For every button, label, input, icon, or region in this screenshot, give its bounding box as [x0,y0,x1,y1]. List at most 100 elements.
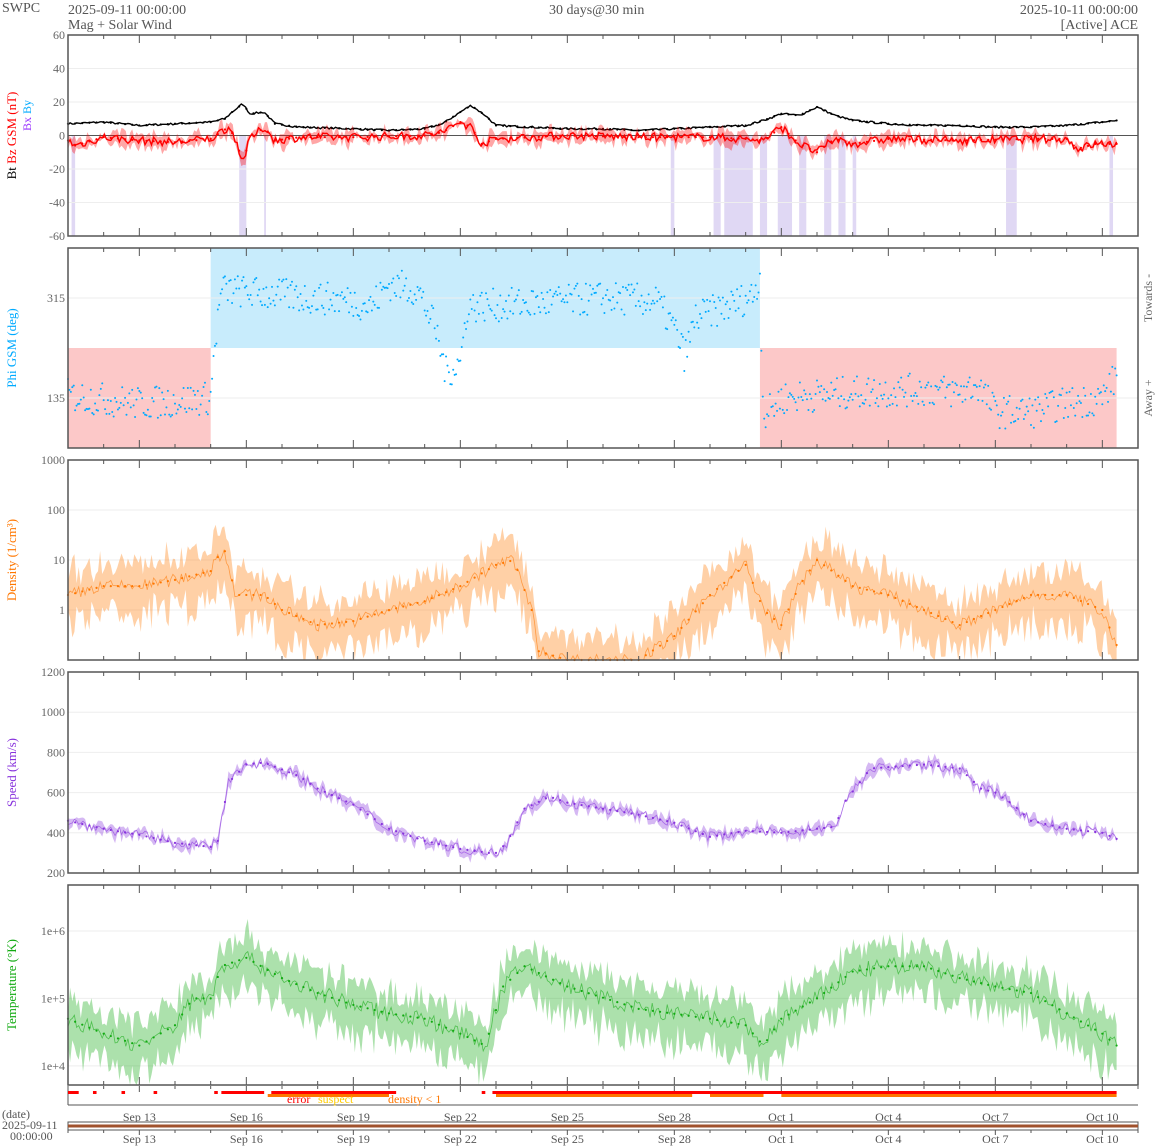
phi-point [920,386,923,389]
x-tick-label: Sep 25 [551,1110,584,1124]
temperature-point [773,1028,776,1031]
bt-point [395,129,398,132]
phi-point [566,301,569,304]
bt-point [937,124,940,127]
phi-point [212,355,215,358]
phi-point [219,292,222,295]
phi-point [717,296,720,299]
phi-point [139,391,142,394]
phi-point [342,297,345,300]
speed-point [609,808,612,811]
bt-point [288,124,291,127]
phi-point [646,302,649,305]
speed-point [266,762,269,765]
phi-point [546,291,549,294]
bz-gsm-point [872,139,876,142]
density-point [944,617,947,621]
phi-point [166,389,169,392]
phi-point [84,409,87,412]
bz-gsm-point [437,131,441,134]
temperature-point [209,997,212,1000]
source-spacecraft[interactable]: [Active] ACE [1060,18,1138,33]
speed-point [230,777,234,781]
phi-point [751,300,754,303]
temperature-point [230,961,234,964]
phi-point [710,324,713,327]
density-point [195,573,198,576]
phi-point [918,380,921,383]
phi-point [475,320,478,323]
bz-gsm-point [837,138,840,141]
density-point [516,568,519,572]
bz-gsm-point [887,137,890,140]
density-point [74,592,77,595]
phi-point [470,308,473,311]
phi-point [193,393,196,396]
phi-point [1055,420,1058,423]
phi-point [823,388,826,391]
speed-point [95,826,98,829]
speed-point [823,826,826,830]
density-point [123,585,127,588]
phi-point [681,335,684,338]
bz-gsm-point [195,139,198,142]
bt-point [644,129,647,132]
phi-point [251,303,254,306]
phi-point [931,401,934,404]
temperature-point [1044,1000,1047,1003]
bt-point [930,124,933,127]
phi-point [1071,387,1074,390]
phi-point [997,413,1000,416]
phi-point [489,307,492,310]
phi-point [801,399,804,402]
speed-point [1015,806,1018,809]
time-span-selector[interactable]: 30 days@30 min [549,3,645,18]
timeline-scrollbar[interactable] [67,1121,1139,1135]
bt-point [209,121,212,124]
speed-point [366,813,369,816]
density-point [1058,593,1061,597]
y-tick-label: 1e+4 [41,1059,65,1073]
bt-point [787,113,790,116]
density-point [452,588,455,591]
timeline-range-bar[interactable] [68,1124,1138,1128]
bt-point [1051,125,1054,128]
phi-point [630,283,633,286]
speed-point [1029,819,1033,822]
density-point [994,608,997,612]
phi-point [236,275,239,278]
phi-point [777,390,780,393]
phi-point [198,413,201,416]
phi-point [255,277,258,280]
southward-bz-shade [724,135,753,236]
phi-point [838,405,841,408]
phi-point [1042,412,1045,415]
temperature-point [352,1003,355,1007]
phi-point [293,288,296,291]
phi-point [679,346,682,349]
bz-gsm-point [979,138,983,142]
southward-bz-shade [852,135,857,236]
speed-point [1065,827,1068,830]
phi-point [651,299,654,302]
phi-point [534,296,537,299]
southward-bz-shade [71,135,76,236]
speed-point [373,818,376,821]
speed-point [138,833,141,836]
phi-point [767,414,770,417]
temperature-point [359,1005,362,1008]
phi-point [643,301,646,304]
phi-point [319,283,322,286]
temperature-point [1008,988,1011,991]
phi-point [841,375,844,378]
temperature-point [537,971,540,975]
phi-point [265,286,268,289]
phi-point [1099,391,1102,394]
temperature-point [444,1026,448,1029]
phi-point [874,401,877,404]
phi-point [971,395,974,398]
phi-point [1115,374,1118,377]
phi-point [1095,402,1098,405]
phi-point [221,288,224,291]
